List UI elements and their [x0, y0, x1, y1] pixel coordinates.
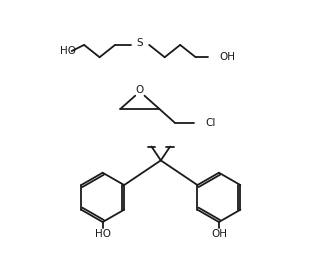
- Text: O: O: [136, 85, 144, 95]
- Text: HO: HO: [95, 229, 111, 239]
- Text: S: S: [136, 38, 143, 48]
- Text: OH: OH: [211, 229, 227, 239]
- Text: Cl: Cl: [205, 118, 215, 128]
- Text: OH: OH: [219, 52, 235, 62]
- Text: HO: HO: [60, 46, 76, 56]
